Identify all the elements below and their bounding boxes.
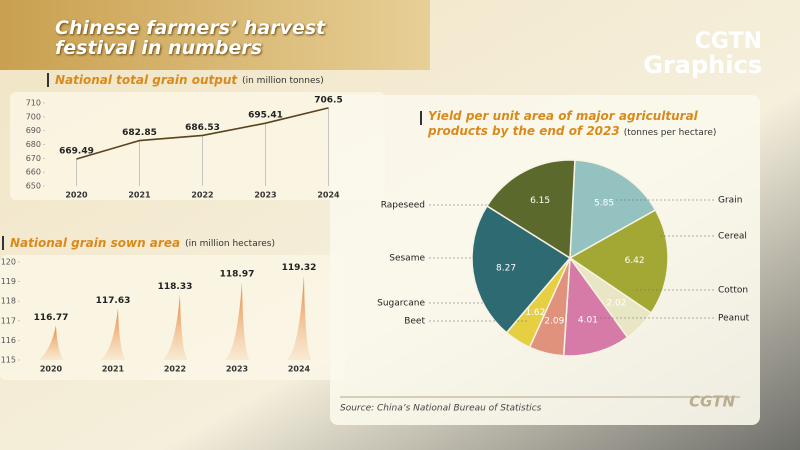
chart-title: National total grain output (in million t… [55, 73, 324, 87]
title-box: Chinese farmers’ harvest festival in num… [55, 18, 326, 59]
y-tick-label: 119 [1, 277, 16, 286]
y-tick-label: 690 [26, 126, 41, 135]
chart-subtitle: (in million tonnes) [242, 76, 324, 86]
slice-label: Cotton [718, 286, 748, 296]
spike-bar [38, 325, 64, 360]
pie-slice [471, 204, 572, 334]
x-tick-label: 2023 [226, 365, 248, 374]
chart-title-text: National total grain output [55, 73, 238, 87]
data-label: 116.77 [34, 313, 69, 323]
y-tick-label: 660 [26, 168, 41, 177]
x-tick-label: 2021 [128, 191, 151, 200]
data-label: 706.5 [314, 95, 342, 105]
chart-title: National grain sown area (in million hect… [10, 236, 275, 250]
main-title: Chinese farmers’ harvest festival in num… [55, 18, 326, 59]
data-label: 695.41 [248, 111, 283, 121]
line [76, 107, 329, 160]
slice-label: Sesame [389, 254, 425, 264]
data-label: 1.62 [525, 308, 545, 318]
slice-label: Beet [404, 317, 425, 327]
slice-label: Sugarcane [377, 299, 425, 309]
data-label: 6.42 [625, 256, 645, 266]
data-label: 118.97 [220, 270, 255, 280]
chart-title-box: Yield per unit area of major agricultura… [428, 109, 758, 139]
x-tick-label: 2022 [191, 191, 213, 200]
title-marker [2, 236, 4, 250]
data-label: 5.85 [594, 199, 614, 209]
x-tick-label: 2024 [288, 365, 311, 374]
x-tick-label: 2023 [254, 191, 276, 200]
header-band [0, 0, 430, 70]
spike-bar [162, 294, 188, 360]
data-label: 117.63 [96, 296, 131, 306]
slice-label: Cereal [718, 232, 747, 242]
pie-slice [485, 159, 576, 260]
spike-bar [286, 275, 312, 360]
pie-slice [562, 255, 629, 357]
spike-bar [100, 308, 126, 360]
watermark: CGTN [689, 393, 735, 411]
x-tick-label: 2022 [164, 365, 186, 374]
slice-label: Grain [718, 196, 742, 206]
x-tick-label: 2020 [40, 365, 63, 374]
chart-subtitle: (tonnes per hectare) [623, 128, 717, 138]
x-tick-label: 2020 [65, 191, 88, 200]
slice-label: Peanut [718, 314, 750, 324]
data-label: 119.32 [282, 263, 317, 273]
data-label: 682.85 [122, 128, 157, 138]
source: Source: China’s National Bureau of Stati… [340, 404, 542, 414]
panel [10, 92, 385, 200]
y-tick-label: 118 [1, 297, 16, 306]
data-label: 4.01 [578, 316, 598, 326]
data-label: 2.09 [544, 316, 564, 326]
data-label: 2.02 [606, 299, 626, 309]
chart-title: Yield per unit area of major agricultura… [428, 109, 758, 139]
chart-title-text: Yield per unit area of major agricultura… [428, 109, 698, 138]
logo-bottom: Graphics [643, 51, 762, 79]
data-label: 686.53 [185, 123, 220, 133]
data-label: 8.27 [496, 263, 516, 273]
chart-subtitle: (in million hectares) [185, 239, 275, 249]
x-tick-label: 2024 [317, 191, 340, 200]
slice-label: Rapeseed [381, 201, 425, 211]
y-tick-label: 116 [1, 336, 16, 345]
chart-title-text: National grain sown area [10, 236, 180, 250]
logo-top: CGTN [695, 29, 762, 54]
title-marker [47, 73, 49, 87]
y-tick-label: 680 [26, 140, 41, 149]
y-tick-label: 700 [26, 112, 41, 121]
x-tick-label: 2021 [102, 365, 125, 374]
data-label: 118.33 [158, 282, 193, 292]
y-tick-label: 117 [1, 316, 16, 325]
data-label: 669.49 [59, 147, 94, 157]
y-tick-label: 115 [1, 356, 16, 365]
title-marker [420, 111, 422, 125]
spike-bar [224, 282, 250, 360]
panel [0, 255, 345, 380]
pie-slice [569, 159, 657, 260]
data-label: 6.15 [530, 196, 550, 206]
pie-slice [568, 208, 669, 315]
y-tick-label: 650 [26, 182, 41, 191]
y-tick-label: 670 [26, 154, 41, 163]
y-tick-label: 710 [26, 99, 41, 108]
y-tick-label: 120 [1, 258, 16, 267]
